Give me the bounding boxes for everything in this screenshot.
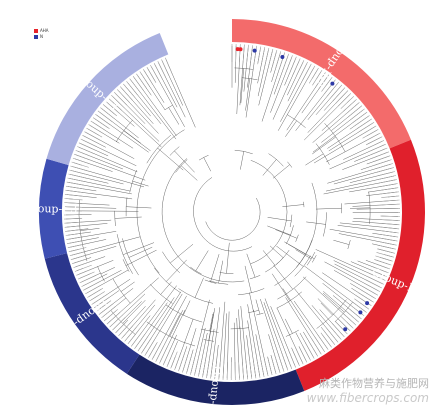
group-arc-group-ii-1 <box>295 139 425 391</box>
tip-marker <box>343 327 348 332</box>
tip-marker <box>365 301 370 306</box>
group-arcs: Group-II-2Group-II-1Group-I-1Group-I-2Gr… <box>24 19 428 413</box>
legend: AHA N <box>34 28 48 40</box>
group-arc-group-i-3 <box>38 158 69 259</box>
tip-marker <box>238 47 243 52</box>
group-label-group-i-1: Group-I-1 <box>206 365 224 413</box>
watermark-url: www.fibercrops.com <box>306 391 429 405</box>
tip-marker <box>235 47 240 52</box>
legend-swatch-aha <box>34 29 38 33</box>
group-arc-group-i-4 <box>46 33 169 166</box>
group-arc-group-i-1 <box>126 354 305 405</box>
legend-label-n: N <box>40 34 43 39</box>
tree-branch-paths <box>65 46 399 379</box>
tip-marker <box>280 55 285 59</box>
legend-item: N <box>34 34 48 40</box>
tip-marker <box>330 81 335 86</box>
group-label-group-i-3: Group-I-3 <box>24 202 78 216</box>
group-arc-group-i-2 <box>44 253 140 374</box>
watermark-site-name: 麻类作物营养与施肥网 <box>319 377 429 390</box>
tip-label-ticks <box>63 44 401 381</box>
group-arc-group-ii-2 <box>232 19 411 149</box>
tip-markers <box>235 47 370 332</box>
legend-label-aha: AHA <box>40 28 49 33</box>
tree-branches <box>63 44 401 381</box>
tip-marker <box>358 310 363 315</box>
tip-marker <box>252 48 257 53</box>
legend-item: AHA <box>34 28 48 34</box>
legend-swatch-n <box>34 35 38 39</box>
